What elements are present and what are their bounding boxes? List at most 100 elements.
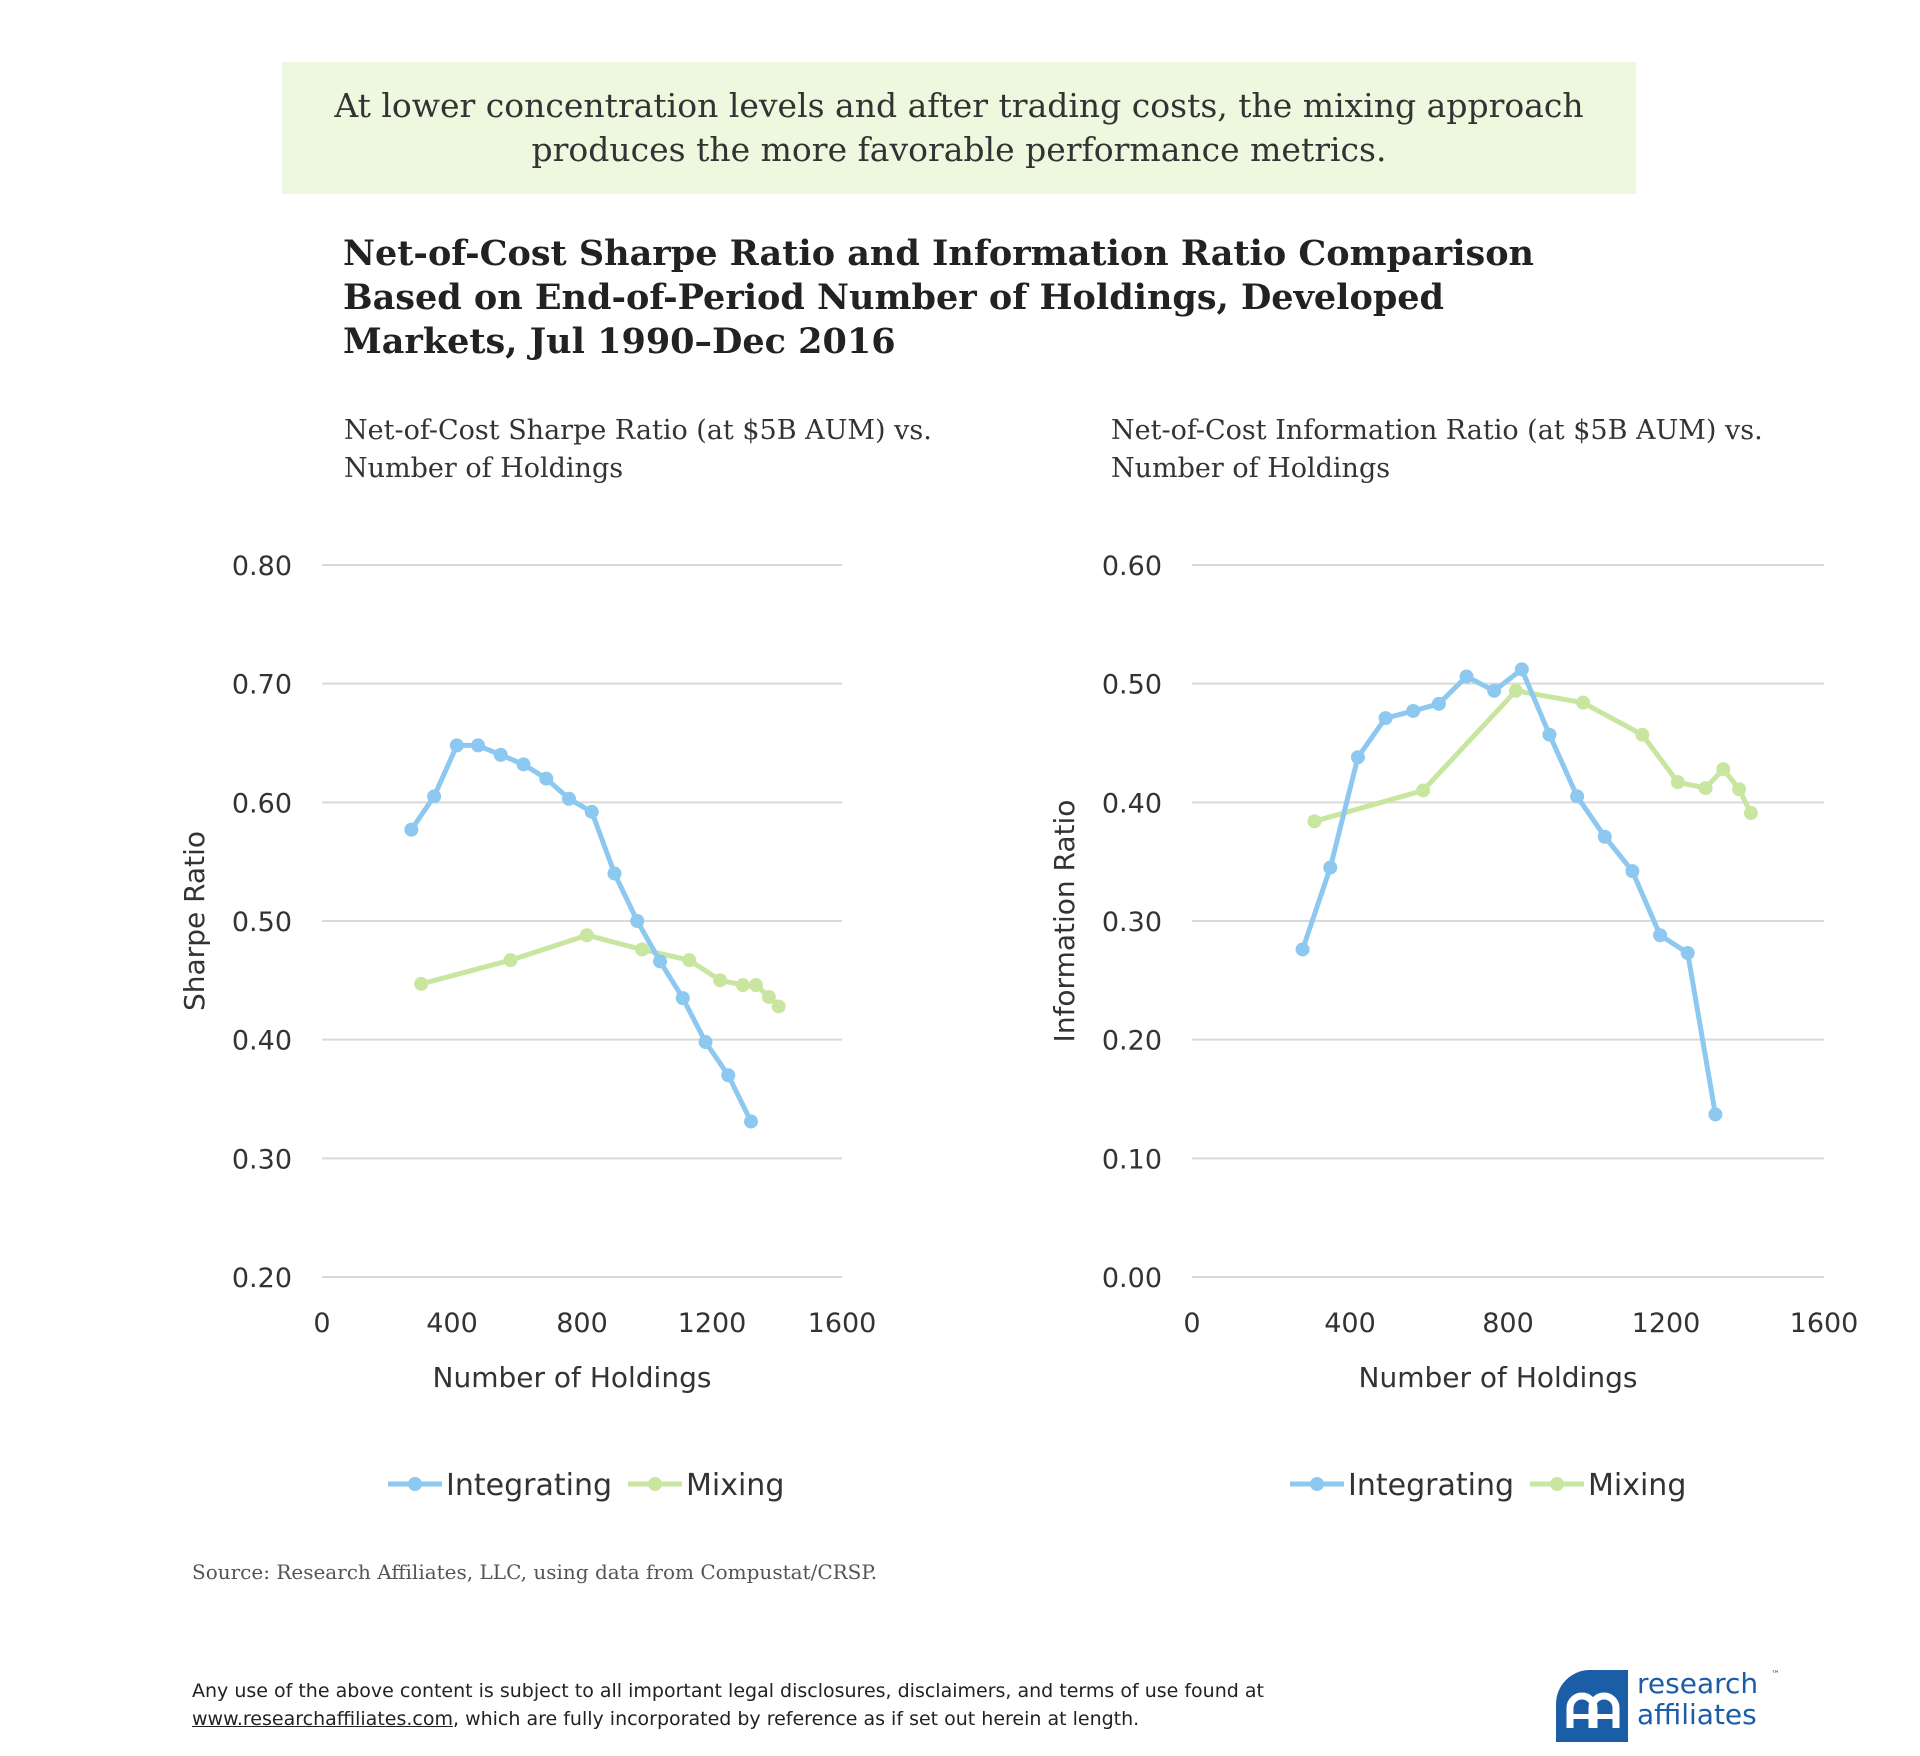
info-x-tick-label: 400 — [1324, 1308, 1376, 1339]
sharpe-legend-mixing-label: Mixing — [686, 1468, 784, 1503]
sharpe-x-axis-title: Number of Holdings — [433, 1361, 712, 1394]
sharpe-y-tick-label: 0.50 — [232, 907, 292, 938]
sharpe-legend-integrating-label: Integrating — [446, 1468, 612, 1503]
info-x-tick-label: 0 — [1183, 1308, 1200, 1339]
info-integrating-point — [1680, 946, 1695, 961]
info-integrating-point — [1625, 864, 1640, 879]
info-integrating-point — [1459, 669, 1474, 684]
sharpe-integrating-point — [698, 1035, 713, 1050]
legal-line-2-text: , which are fully incorporated by refere… — [452, 1708, 1140, 1730]
info-chart: 0.00 0.10 0.20 0.30 0.40 0.50 0.60 0 400 800 1200 1… — [1048, 551, 1858, 1503]
sharpe-y-tick-label: 0.30 — [232, 1144, 292, 1175]
sharpe-integrating-point — [744, 1114, 758, 1129]
sharpe-legend-integrating-marker — [408, 1477, 422, 1491]
sharpe-mixing-point — [635, 942, 650, 957]
sharpe-integrating-point — [584, 804, 599, 819]
sharpe-chart-title-line-2: Number of Holdings — [344, 453, 624, 484]
info-integrating-line — [1300, 666, 1718, 1115]
info-integrating-point — [1350, 750, 1365, 765]
sharpe-integrating-point — [675, 991, 690, 1006]
info-integrating-point — [1597, 829, 1612, 844]
info-mixing-point — [1732, 782, 1747, 797]
sharpe-mixing-point — [503, 953, 518, 968]
figure-title: Net-of-Cost Sharpe Ratio and Information… — [343, 232, 1643, 364]
figure-title-line-1: Net-of-Cost Sharpe Ratio and Information… — [343, 233, 1534, 274]
sharpe-mixing-line — [420, 932, 781, 1009]
sharpe-mixing-point — [682, 953, 697, 968]
sharpe-mixing-point — [761, 989, 776, 1004]
sharpe-integrating-point — [721, 1068, 736, 1083]
info-y-tick-label: 0.50 — [1102, 670, 1162, 701]
info-legend-mixing-marker — [1550, 1477, 1564, 1491]
sharpe-y-tick-label: 0.80 — [232, 551, 292, 582]
sharpe-x-tick-label: 800 — [556, 1308, 608, 1339]
info-chart-title-line-1: Net-of-Cost Information Ratio (at $5B AU… — [1111, 415, 1763, 446]
info-integrating-point — [1570, 789, 1585, 804]
info-x-tick-label: 800 — [1482, 1308, 1534, 1339]
sharpe-integrating-point — [493, 747, 508, 762]
info-integrating-point — [1487, 683, 1502, 698]
info-mixing-point — [1508, 683, 1523, 698]
sharpe-mixing-point — [414, 976, 429, 991]
sharpe-x-tick-label: 1600 — [808, 1308, 877, 1339]
sharpe-integrating-point — [449, 738, 464, 753]
info-y-axis-title: Information Ratio — [1048, 800, 1081, 1043]
sharpe-integrating-line — [409, 742, 754, 1123]
sharpe-chart-title-line-1: Net-of-Cost Sharpe Ratio (at $5B AUM) vs… — [344, 415, 932, 446]
info-integrating-point — [1406, 703, 1421, 718]
info-chart-title: Net-of-Cost Information Ratio (at $5B AU… — [1111, 412, 1763, 488]
figure-title-line-3: Markets, Jul 1990–Dec 2016 — [343, 321, 896, 362]
info-chart-title-line-2: Number of Holdings — [1111, 453, 1391, 484]
source-note: Source: Research Affiliates, LLC, using … — [192, 1560, 878, 1584]
info-x-tick-label: 1600 — [1790, 1308, 1859, 1339]
sharpe-integrating-point — [404, 822, 419, 837]
info-integrating-point — [1653, 928, 1668, 943]
info-mixing-point — [1698, 781, 1713, 796]
info-integrating-point — [1708, 1107, 1723, 1122]
logo-trademark: ™ — [1771, 1670, 1780, 1680]
info-integrating-point — [1514, 662, 1529, 677]
info-y-tick-label: 0.10 — [1102, 1144, 1162, 1175]
sharpe-y-tick-label: 0.40 — [232, 1026, 292, 1057]
summary-banner: At lower concentration levels and after … — [282, 62, 1636, 194]
info-mixing-point — [1307, 814, 1322, 829]
info-integrating-point — [1431, 696, 1446, 711]
sharpe-integrating-point — [562, 791, 576, 806]
sharpe-integrating-point — [516, 757, 531, 772]
info-legend-integrating-label: Integrating — [1348, 1468, 1514, 1503]
info-integrating-point — [1542, 727, 1557, 742]
info-x-axis-title: Number of Holdings — [1359, 1361, 1638, 1394]
info-integrating-point — [1295, 942, 1310, 957]
sharpe-integrating-point — [471, 738, 485, 753]
figure-title-line-2: Based on End-of-Period Number of Holding… — [343, 277, 1445, 318]
sharpe-mixing-point — [713, 973, 728, 988]
info-mixing-point — [1743, 806, 1758, 821]
legal-line-1: Any use of the above content is subject … — [192, 1680, 1264, 1702]
info-mixing-point — [1416, 783, 1431, 798]
info-x-tick-label: 1200 — [1632, 1308, 1701, 1339]
logo-word-research: research — [1637, 1667, 1759, 1700]
website-link[interactable]: www.researchaffiliates.com — [192, 1708, 453, 1730]
info-mixing-point — [1716, 762, 1731, 777]
sharpe-mixing-point — [579, 928, 594, 943]
sharpe-mixing-point — [771, 999, 786, 1014]
sharpe-mixing-point — [748, 978, 763, 993]
logo-wordmark: research affiliates — [1637, 1668, 1758, 1730]
info-integrating-point — [1378, 711, 1393, 726]
info-y-tick-label: 0.30 — [1102, 907, 1162, 938]
info-mixing-point — [1670, 775, 1685, 790]
sharpe-y-tick-label: 0.60 — [232, 788, 292, 819]
sharpe-chart-title: Net-of-Cost Sharpe Ratio (at $5B AUM) vs… — [344, 412, 932, 488]
sharpe-x-tick-label: 0 — [313, 1308, 330, 1339]
info-legend-integrating-marker — [1310, 1477, 1324, 1491]
info-y-tick-label: 0.20 — [1102, 1026, 1162, 1057]
sharpe-y-tick-label: 0.70 — [232, 670, 292, 701]
sharpe-chart: 0.20 0.30 0.40 0.50 0.60 0.70 0.80 0 400 800 1200 1… — [178, 551, 876, 1503]
sharpe-integrating-point — [630, 914, 645, 928]
info-integrating-point — [1323, 860, 1338, 875]
sharpe-mixing-point — [735, 978, 750, 993]
sharpe-x-tick-label: 1200 — [678, 1308, 747, 1339]
sharpe-integrating-point — [427, 789, 442, 804]
sharpe-legend-mixing-marker — [648, 1477, 662, 1491]
